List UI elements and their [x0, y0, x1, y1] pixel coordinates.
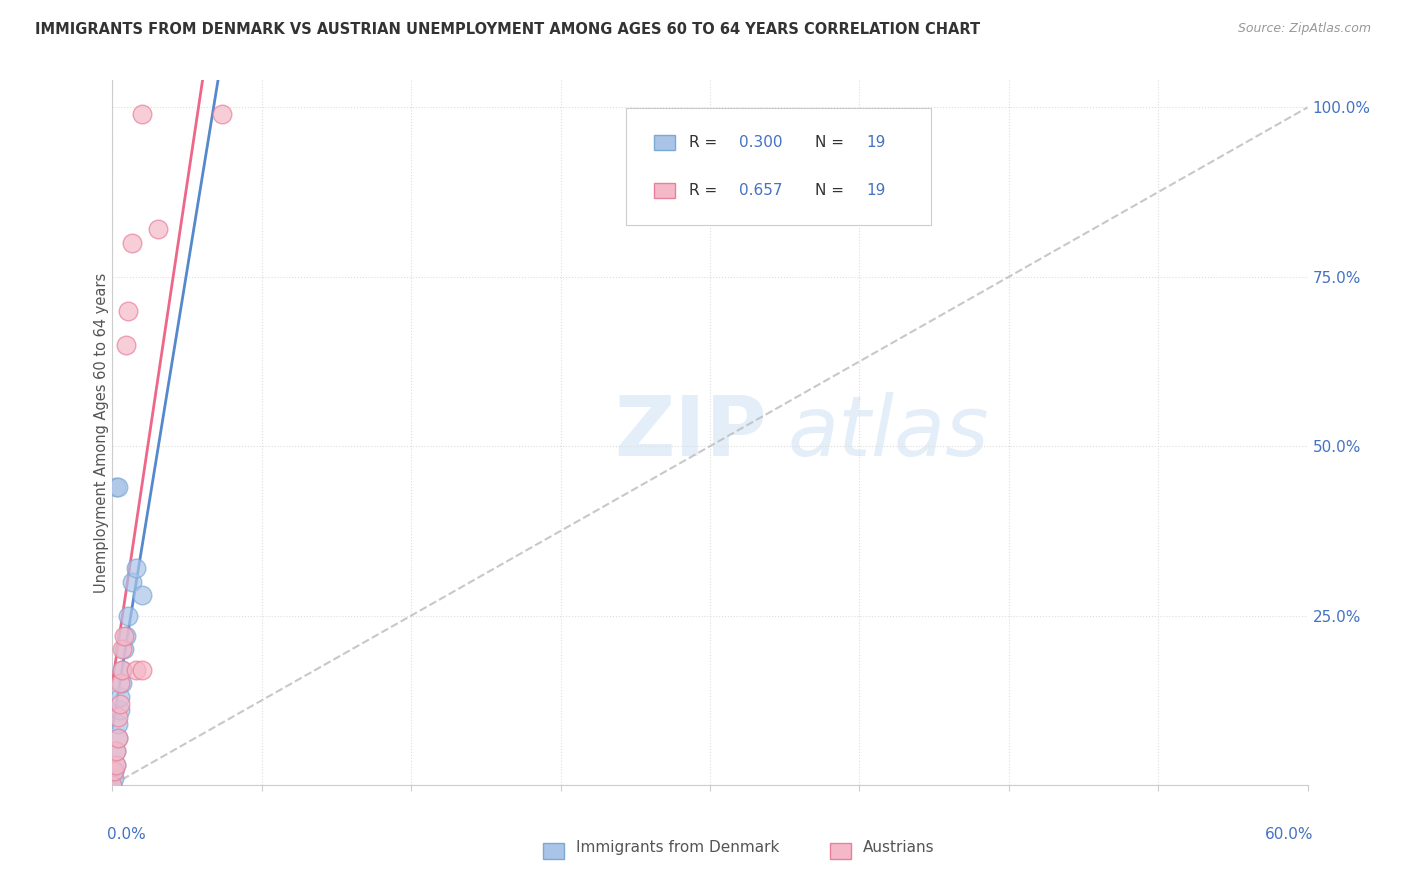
- Point: [125, 663, 148, 677]
- Point: [211, 107, 233, 121]
- Point: [107, 710, 129, 724]
- Point: [111, 663, 134, 677]
- Text: atlas: atlas: [787, 392, 990, 473]
- Text: N =: N =: [814, 183, 849, 198]
- Point: [103, 764, 125, 779]
- Bar: [830, 844, 851, 859]
- Point: [115, 629, 138, 643]
- Bar: [654, 183, 675, 198]
- Text: N =: N =: [814, 135, 849, 150]
- Text: Austrians: Austrians: [862, 840, 934, 855]
- Text: Immigrants from Denmark: Immigrants from Denmark: [575, 840, 779, 855]
- Text: 19: 19: [866, 135, 886, 150]
- Point: [148, 222, 170, 236]
- Point: [131, 107, 153, 121]
- Point: [107, 731, 129, 745]
- Bar: [543, 844, 564, 859]
- Point: [110, 676, 132, 690]
- Point: [131, 588, 153, 602]
- Point: [107, 717, 129, 731]
- FancyBboxPatch shape: [627, 109, 931, 225]
- Point: [114, 629, 135, 643]
- Point: [111, 642, 134, 657]
- Text: 0.0%: 0.0%: [107, 827, 145, 842]
- Point: [105, 757, 128, 772]
- Text: 0.657: 0.657: [740, 183, 783, 198]
- Point: [121, 235, 143, 250]
- Text: R =: R =: [689, 135, 723, 150]
- Point: [101, 778, 124, 792]
- Point: [111, 676, 134, 690]
- Point: [107, 731, 129, 745]
- Bar: [654, 135, 675, 151]
- Point: [105, 744, 128, 758]
- Text: 60.0%: 60.0%: [1265, 827, 1313, 842]
- Point: [110, 690, 132, 704]
- Point: [115, 337, 138, 351]
- Point: [110, 697, 132, 711]
- Point: [105, 480, 128, 494]
- Text: IMMIGRANTS FROM DENMARK VS AUSTRIAN UNEMPLOYMENT AMONG AGES 60 TO 64 YEARS CORRE: IMMIGRANTS FROM DENMARK VS AUSTRIAN UNEM…: [35, 22, 980, 37]
- Point: [103, 771, 125, 785]
- Point: [131, 663, 153, 677]
- Point: [125, 561, 148, 575]
- Point: [117, 608, 139, 623]
- Text: ZIP: ZIP: [614, 392, 766, 473]
- Text: R =: R =: [689, 183, 723, 198]
- Point: [110, 703, 132, 717]
- Text: 19: 19: [866, 183, 886, 198]
- Text: Source: ZipAtlas.com: Source: ZipAtlas.com: [1237, 22, 1371, 36]
- Point: [114, 642, 135, 657]
- Point: [103, 764, 125, 779]
- Point: [105, 757, 128, 772]
- Text: 0.300: 0.300: [740, 135, 783, 150]
- Point: [107, 480, 129, 494]
- Y-axis label: Unemployment Among Ages 60 to 64 years: Unemployment Among Ages 60 to 64 years: [94, 272, 108, 593]
- Point: [111, 663, 134, 677]
- Point: [101, 778, 124, 792]
- Point: [117, 303, 139, 318]
- Point: [105, 744, 128, 758]
- Point: [121, 574, 143, 589]
